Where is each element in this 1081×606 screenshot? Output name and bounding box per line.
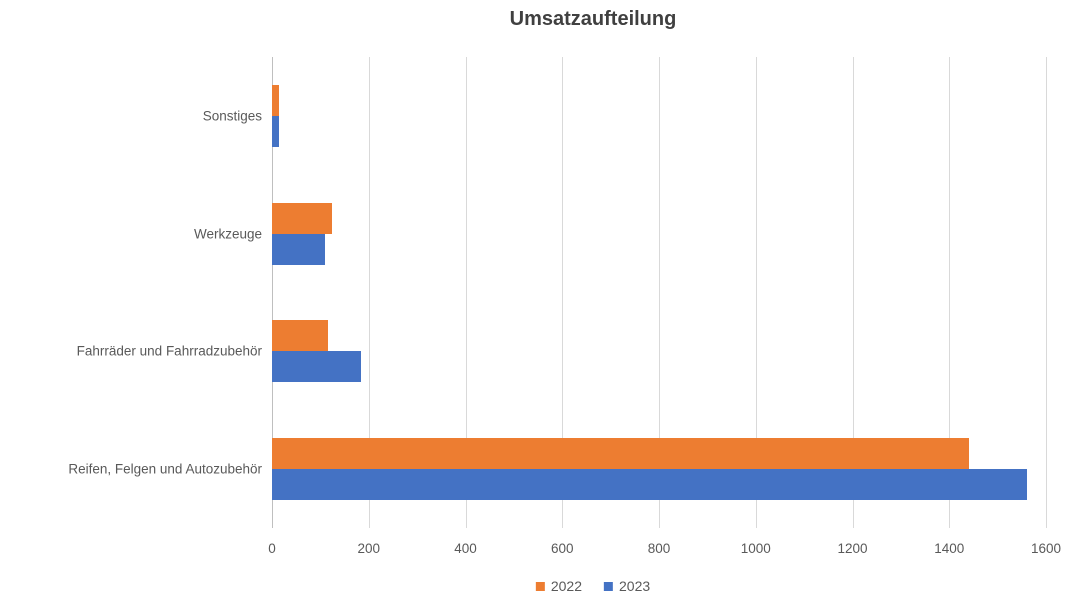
x-tick-label-800: 800 — [647, 541, 671, 556]
gridline-600 — [562, 57, 564, 528]
x-tick-label-1600: 1600 — [1030, 541, 1062, 556]
bar-2022-category-1 — [272, 202, 333, 234]
legend: 2022 2023 — [535, 578, 650, 594]
x-tick-label-1400: 1400 — [934, 541, 965, 556]
bar-2023-category-0 — [272, 115, 280, 147]
gridline-400 — [465, 57, 467, 528]
category-label-3: Reifen, Felgen und Autozubehör — [68, 461, 262, 477]
plot-area — [272, 57, 1047, 528]
bar-2022-category-0 — [272, 84, 280, 116]
category-label-0: Sonstiges — [202, 108, 262, 124]
gridline-800 — [659, 57, 660, 528]
x-tick-label-0: 0 — [268, 541, 276, 556]
x-tick-label-1200: 1200 — [837, 541, 868, 556]
x-tick-label-600: 600 — [550, 541, 574, 556]
x-tick-label-200: 200 — [357, 541, 381, 556]
gridline-1000 — [755, 57, 757, 528]
bar-2022-category-3 — [272, 438, 969, 470]
category-label-2: Fahrräder und Fahrradzubehör — [76, 343, 262, 359]
legend-label-2023: 2023 — [619, 578, 651, 594]
legend-label-2022: 2022 — [550, 578, 582, 594]
gridline-0 — [272, 57, 273, 528]
gridline-1200 — [852, 57, 854, 528]
gridline-200 — [368, 57, 370, 528]
bar-2023-category-3 — [272, 469, 1027, 501]
gridline-1400 — [949, 57, 951, 528]
gridline-1600 — [1046, 57, 1047, 528]
bar-2022-category-2 — [272, 320, 328, 352]
legend-item-2023: 2023 — [604, 578, 650, 594]
legend-swatch-2022 — [535, 581, 545, 591]
x-tick-label-1000: 1000 — [740, 541, 771, 556]
legend-item-2022: 2022 — [535, 578, 582, 594]
x-tick-label-400: 400 — [454, 541, 477, 556]
category-label-1: Werkzeuge — [193, 226, 262, 242]
chart-title: Umsatzaufteilung — [509, 8, 677, 30]
legend-swatch-2023 — [604, 581, 613, 591]
bar-2023-category-2 — [272, 351, 362, 383]
bar-2023-category-1 — [272, 233, 326, 265]
